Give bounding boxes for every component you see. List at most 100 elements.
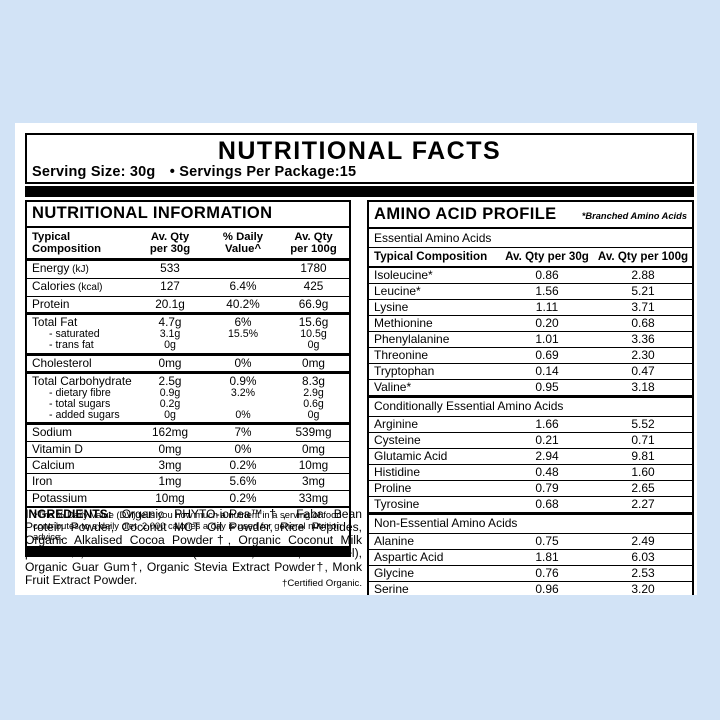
- qty-per-30g: 2.5g: [158, 374, 182, 389]
- qty-per-30g: 0.76: [535, 565, 559, 580]
- row-label: Potassium: [32, 490, 88, 505]
- qty-per-100g: 2.30: [631, 347, 655, 362]
- table-row: Arginine 1.66 5.52: [369, 415, 692, 432]
- qty-per-100g: 10.5g: [300, 328, 327, 341]
- table-row: Tryptophan 0.14 0.47: [369, 362, 692, 379]
- qty-per-30g: 20.1g: [155, 297, 185, 312]
- table-row: Aspartic Acid 1.81 6.03: [369, 548, 692, 565]
- daily-value-percent: 0.2%: [229, 490, 257, 505]
- qty-per-30g: 0mg: [158, 355, 182, 370]
- table-row: Phenylalanine 1.01 3.36: [369, 330, 692, 347]
- table-row: - total sugars 0.2g 0.6g: [27, 398, 349, 410]
- table-row: Valine* 0.95 3.18: [369, 378, 692, 395]
- daily-value-percent: 7%: [234, 425, 252, 440]
- table-row: Total Fat 4.7g 6% 15.6g: [27, 316, 349, 329]
- qty-per-100g: 2.88: [631, 267, 655, 282]
- column-header-composition: Typical Composition: [32, 231, 102, 256]
- nutrition-row-group: Vitamin D 0mg 0% 0mg: [27, 440, 349, 457]
- table-row: Threonine 0.69 2.30: [369, 346, 692, 363]
- amino-section-header: Conditionally Essential Amino Acids: [369, 394, 692, 416]
- table-row: Glutamic Acid 2.94 9.81: [369, 447, 692, 464]
- qty-per-100g: 2.49: [631, 533, 655, 548]
- qty-per-100g: 0.71: [631, 432, 655, 447]
- nutrition-row-group: Calories (kcal) 127 6.4% 425: [27, 277, 349, 296]
- row-label: Total Fat: [32, 315, 78, 330]
- table-row: - saturated 3.1g 15.5% 10.5g: [27, 329, 349, 340]
- amino-section-header: Essential Amino Acids: [374, 230, 492, 245]
- nutrition-row-group: Energy (kJ) 533 1780: [27, 261, 349, 278]
- qty-per-30g: 0.86: [535, 267, 559, 282]
- table-row: Calories (kcal) 127 6.4% 425: [27, 280, 349, 295]
- row-label: - saturated: [49, 328, 100, 341]
- qty-per-100g: 8.3g: [302, 374, 325, 389]
- row-label: Sodium: [32, 425, 72, 440]
- column-header: Av. Qty per 30g: [505, 249, 589, 263]
- header-divider-bar: [25, 186, 694, 197]
- qty-per-100g: 66.9g: [298, 297, 329, 312]
- row-label: Calcium: [32, 457, 75, 472]
- page-title: NUTRITIONAL FACTS: [217, 137, 502, 165]
- column-header-daily-value: % Daily Value^: [222, 231, 264, 256]
- qty-per-30g: 1.56: [535, 283, 559, 298]
- daily-value-percent: 0%: [234, 441, 252, 456]
- qty-per-30g: 0.21: [535, 432, 559, 447]
- row-label: - trans fat: [49, 339, 94, 352]
- table-row: - dietary fibre 0.9g 3.2% 2.9g: [27, 386, 349, 399]
- nutrition-bottom-bar: [27, 546, 349, 556]
- ingredients-text: Organic PHYTO-ioPea™†, Faba Bean Protein…: [25, 506, 362, 587]
- serving-info: Serving Size: 30g • Servings Per Package…: [32, 164, 356, 180]
- serving-size-text: Serving Size: 30g: [32, 164, 156, 180]
- qty-per-30g: 1.81: [535, 549, 559, 564]
- column-header: Typical Composition: [374, 249, 488, 263]
- nutrition-column-headers: Typical Composition Av. Qty per 30g % Da…: [27, 228, 349, 261]
- amino-acid-name: Alanine: [374, 533, 415, 548]
- qty-per-30g: 0.9g: [159, 386, 181, 399]
- amino-column-headers: Typical Composition Av. Qty per 30g Av. Qt…: [369, 247, 692, 266]
- qty-per-100g: 425: [303, 278, 324, 293]
- nutrition-row-group: Total Fat 4.7g 6% 15.6g - saturated 3.1g 15.5%…: [27, 312, 349, 352]
- row-label: Protein: [32, 297, 70, 312]
- amino-acid-name: Tyrosine: [374, 496, 420, 511]
- table-row: - trans fat 0g 0g: [27, 340, 349, 351]
- row-label: Calories (kcal): [32, 278, 103, 293]
- daily-value-percent: [205, 262, 281, 277]
- row-label: Total Carbohydrate: [32, 374, 132, 389]
- nutrition-row-group: Iron 1mg 5.6% 3mg: [27, 473, 349, 489]
- amino-acid-name: Glutamic Acid: [374, 448, 448, 463]
- table-row: Vitamin D 0mg 0% 0mg: [27, 441, 349, 456]
- qty-per-30g: 1.66: [535, 416, 559, 431]
- qty-per-100g: 0mg: [302, 441, 325, 456]
- table-row: Potassium 10mg 0.2% 33mg: [27, 490, 349, 505]
- qty-per-100g: 3.71: [631, 299, 655, 314]
- qty-per-30g: 0.95: [535, 379, 559, 394]
- row-unit-note: (kcal): [75, 281, 103, 293]
- qty-per-100g: 0mg: [302, 355, 325, 370]
- qty-per-30g: 0g: [164, 408, 176, 421]
- qty-per-100g: 0.47: [631, 363, 655, 378]
- qty-per-30g: 3mg: [158, 457, 182, 472]
- row-label: Iron: [32, 474, 53, 489]
- amino-acid-name: Threonine: [374, 347, 429, 362]
- row-unit-note: (kJ): [69, 263, 89, 275]
- label-header-box: NUTRITIONAL FACTS Serving Size: 30g • Se…: [25, 133, 694, 184]
- nutritional-information-title: NUTRITIONAL INFORMATION: [27, 202, 349, 228]
- table-row: Methionine 0.20 0.68: [369, 314, 692, 331]
- table-row: Histidine 0.48 1.60: [369, 463, 692, 480]
- qty-per-30g: 4.7g: [158, 315, 182, 330]
- qty-per-30g: 10mg: [155, 490, 185, 505]
- column-header: Av. Qty per 100g: [597, 249, 689, 263]
- amino-acid-name: Aspartic Acid: [374, 549, 444, 564]
- daily-value-footnote: ^The % Daily Value (DV) tells you how mu…: [27, 505, 349, 546]
- table-row: Calcium 3mg 0.2% 10mg: [27, 459, 349, 472]
- table-row: Cysteine 0.21 0.71: [369, 431, 692, 448]
- qty-per-100g: 3mg: [302, 474, 325, 489]
- table-row: Protein 20.1g 40.2% 66.9g: [27, 298, 349, 311]
- qty-per-30g: 3.1g: [159, 328, 181, 341]
- table-row: - added sugars 0g 0% 0g: [27, 408, 349, 421]
- amino-acid-profile-title: AMINO ACID PROFILE: [374, 205, 557, 223]
- qty-per-100g: 2.27: [631, 496, 655, 511]
- amino-acid-name: Glycine: [374, 565, 415, 580]
- qty-per-100g: 9.81: [631, 448, 655, 463]
- amino-acid-name: Isoleucine*: [374, 267, 433, 282]
- table-row: Proline 0.79 2.65: [369, 479, 692, 496]
